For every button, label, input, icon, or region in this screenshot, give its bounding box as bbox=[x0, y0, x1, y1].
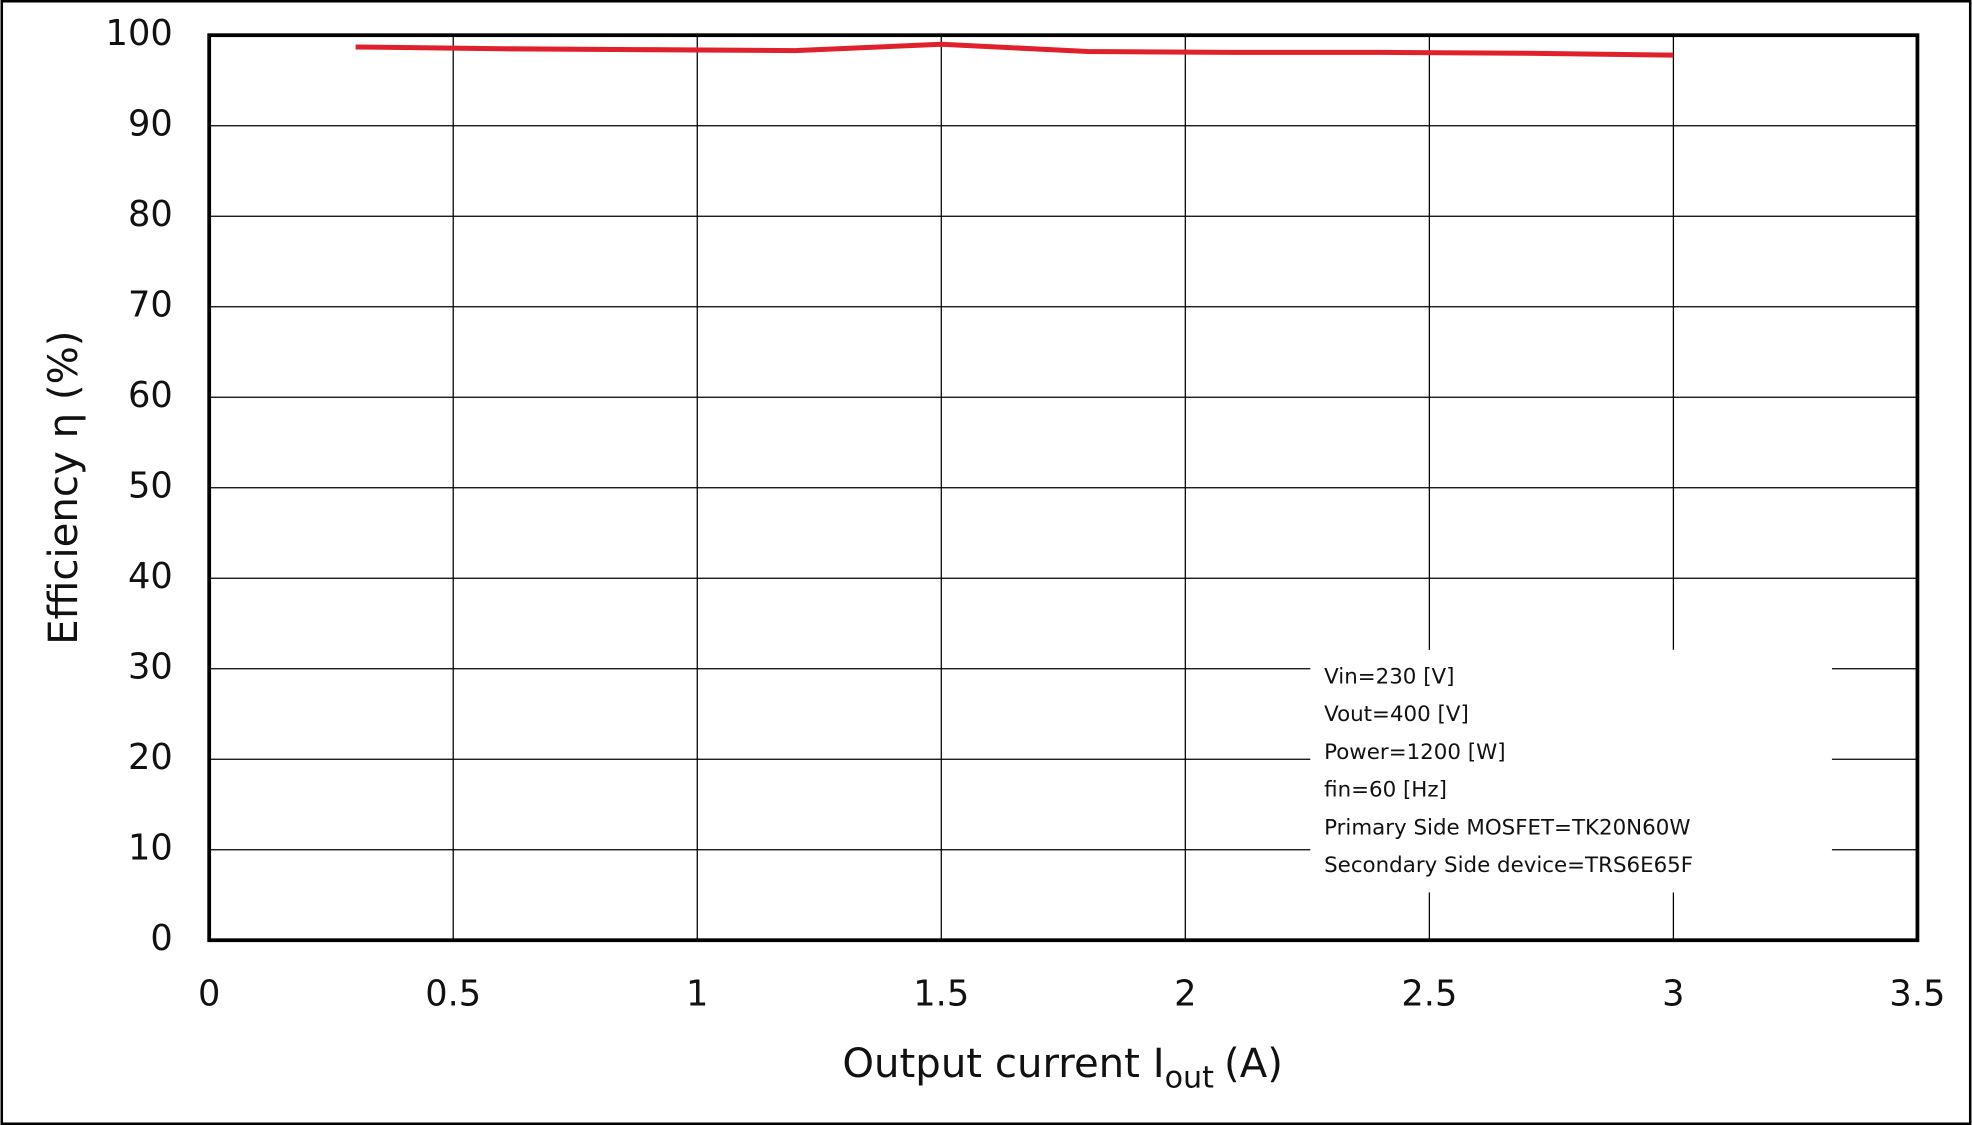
plot-border bbox=[207, 33, 1920, 943]
x-label-main: Output current I bbox=[842, 1041, 1164, 1087]
x-axis-label: Output current Iout (A) bbox=[842, 1041, 1283, 1095]
y-tick-label: 40 bbox=[128, 556, 173, 597]
annotation: Secondary Side device=TRS6E65F bbox=[1324, 853, 1693, 878]
annotation-box bbox=[1310, 649, 1832, 893]
y-tick-label: 10 bbox=[128, 828, 173, 869]
x-tick-label: 2 bbox=[1174, 974, 1196, 1015]
x-tick-label: 3 bbox=[1662, 974, 1684, 1015]
y-tick-label: 20 bbox=[128, 737, 173, 778]
y-axis-label: Efficiency η (%) bbox=[41, 331, 87, 645]
data-line bbox=[355, 41, 1674, 58]
annotation: Vout=400 [V] bbox=[1324, 702, 1469, 727]
y-tick-label: 70 bbox=[128, 285, 173, 326]
y-tick-label: 0 bbox=[150, 918, 172, 959]
y-tick-label: 100 bbox=[106, 13, 173, 54]
x-tick-label: 0.5 bbox=[425, 974, 481, 1015]
plot bbox=[355, 41, 1674, 58]
annotation: fin=60 [Hz] bbox=[1324, 778, 1447, 803]
annotation: Power=1200 [W] bbox=[1324, 740, 1505, 765]
x-label-sub: out bbox=[1165, 1060, 1215, 1095]
y-tick-label: 80 bbox=[128, 194, 173, 235]
x-tick-label: 1.5 bbox=[913, 974, 969, 1015]
y-tick-label: 30 bbox=[128, 647, 173, 688]
annotation: Primary Side MOSFET=TK20N60W bbox=[1324, 815, 1690, 840]
y-tick-label: 90 bbox=[128, 104, 173, 145]
x-label-suffix: (A) bbox=[1224, 1041, 1283, 1087]
annotation: Vin=230 [V] bbox=[1324, 665, 1454, 690]
x-tick-label: 3.5 bbox=[1889, 974, 1945, 1015]
y-tick-label: 60 bbox=[128, 375, 173, 416]
x-tick-label: 0 bbox=[198, 974, 220, 1015]
x-tick-label: 1 bbox=[686, 974, 708, 1015]
x-tick-label: 2.5 bbox=[1401, 974, 1457, 1015]
y-tick-label: 50 bbox=[128, 466, 173, 507]
